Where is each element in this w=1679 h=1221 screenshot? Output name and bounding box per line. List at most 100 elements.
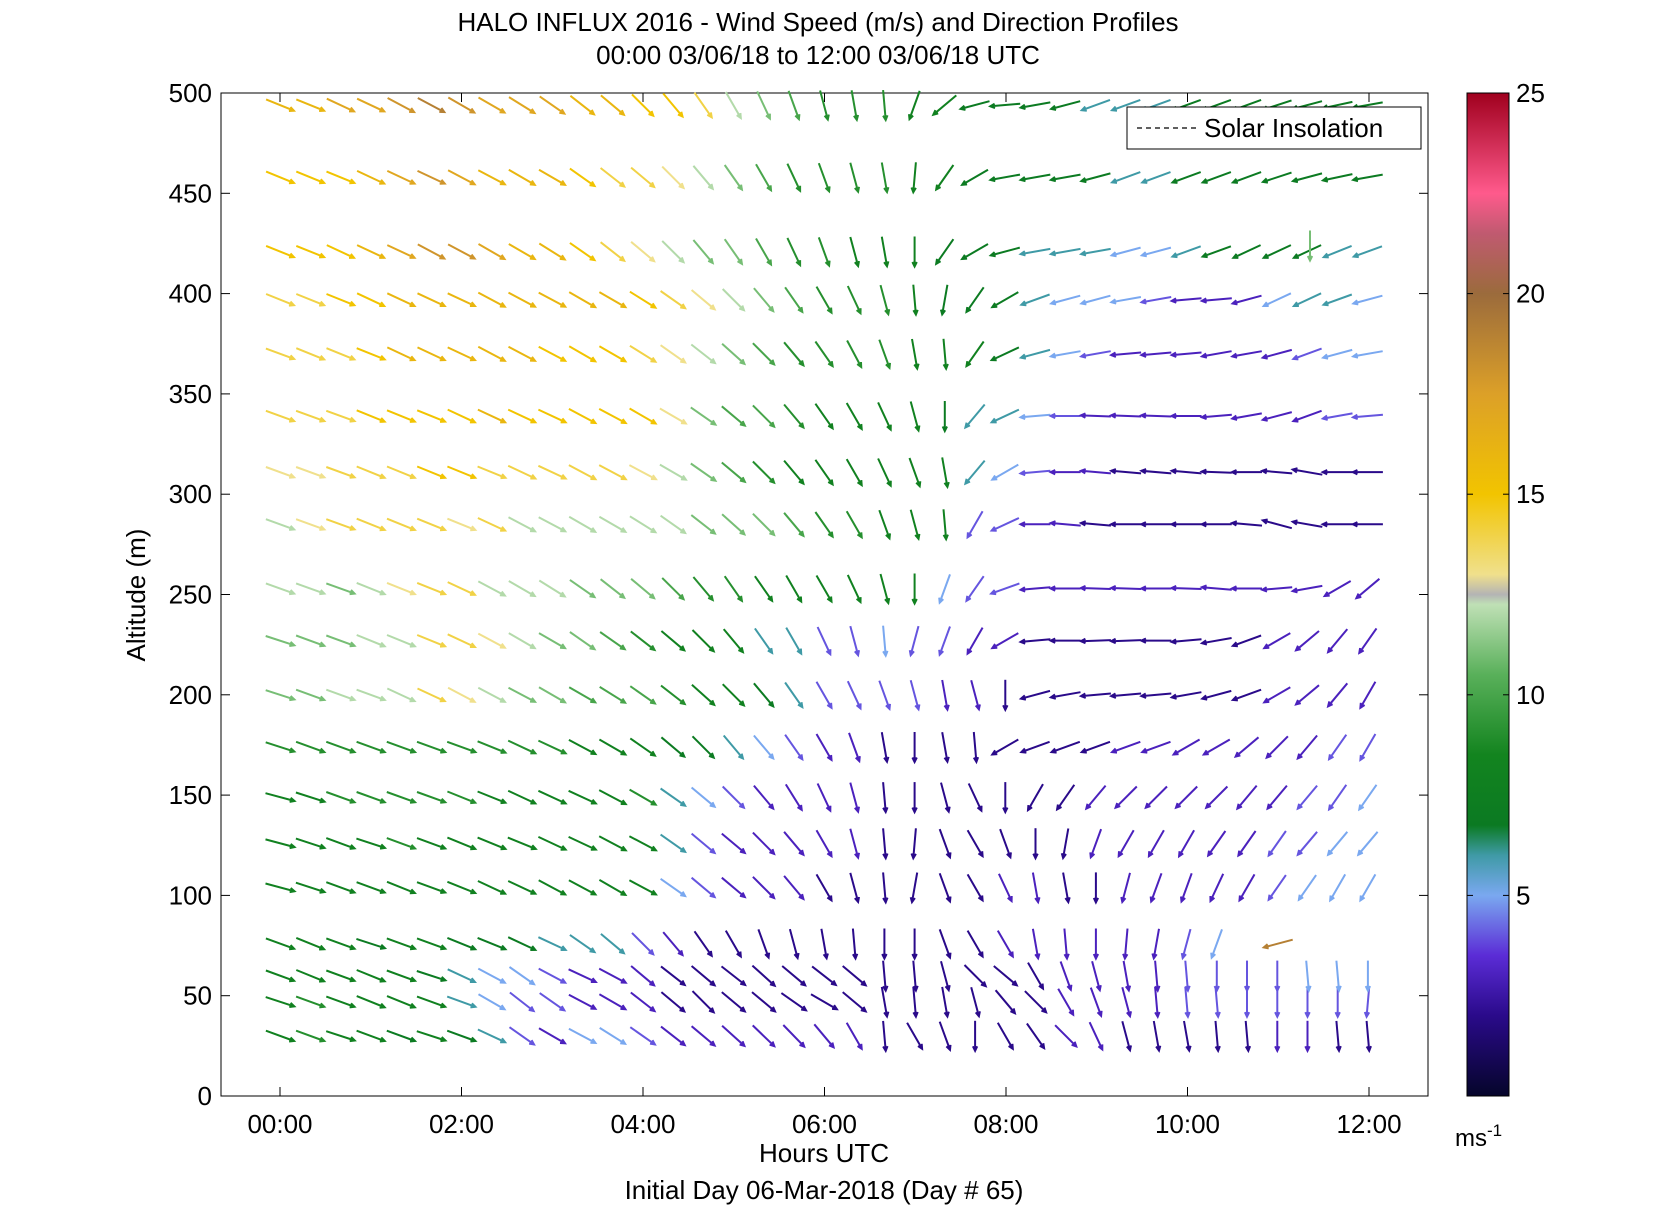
wind-arrow bbox=[265, 689, 297, 702]
wind-arrow bbox=[416, 837, 448, 850]
wind-arrow bbox=[939, 284, 949, 317]
wind-arrow bbox=[1243, 960, 1251, 993]
wind-arrow bbox=[1199, 468, 1232, 475]
wind-arrow bbox=[569, 631, 597, 651]
wind-arrow bbox=[784, 286, 804, 314]
wind-arrow bbox=[1326, 628, 1349, 654]
wind-arrow bbox=[849, 162, 860, 194]
wind-arrow bbox=[721, 991, 747, 1013]
wind-arrow bbox=[1048, 412, 1081, 420]
wind-arrow bbox=[910, 162, 917, 195]
wind-arrow bbox=[508, 168, 537, 186]
wind-arrow bbox=[386, 292, 417, 307]
wind-arrow bbox=[1002, 679, 1009, 713]
wind-arrow bbox=[882, 782, 889, 815]
wind-arrow bbox=[598, 993, 628, 1011]
wind-arrow bbox=[1351, 294, 1383, 306]
wind-arrow bbox=[538, 686, 568, 704]
wind-arrow bbox=[447, 96, 477, 114]
wind-arrow bbox=[1121, 986, 1132, 1019]
wind-arrow bbox=[538, 1027, 567, 1045]
wind-arrow bbox=[880, 162, 890, 195]
wind-arrow bbox=[386, 791, 418, 804]
colorbar-ticks: 5 10 15 20 25 bbox=[1467, 78, 1545, 910]
wind-arrow bbox=[810, 993, 839, 1011]
colorbar-tick-label: 5 bbox=[1516, 880, 1530, 910]
wind-arrow bbox=[1296, 831, 1318, 857]
wind-arrow bbox=[1320, 173, 1353, 183]
wind-arrow bbox=[295, 409, 327, 423]
wind-arrow bbox=[1297, 874, 1317, 902]
wind-arrow bbox=[784, 783, 803, 812]
wind-arrow bbox=[1184, 986, 1191, 1019]
wind-arrow bbox=[754, 575, 774, 603]
wind-arrow bbox=[295, 582, 327, 596]
legend: Solar Insolation bbox=[1126, 106, 1422, 150]
wind-arrow bbox=[938, 626, 951, 657]
wind-arrow bbox=[752, 512, 776, 537]
wind-arrow bbox=[1291, 292, 1322, 307]
x-axis-label: Hours UTC bbox=[759, 1138, 889, 1168]
wind-arrow bbox=[1199, 584, 1232, 591]
wind-arrow bbox=[845, 458, 863, 488]
wind-arrow bbox=[816, 783, 832, 813]
wind-arrow bbox=[753, 784, 775, 811]
wind-arrow bbox=[568, 993, 598, 1010]
wind-arrow bbox=[965, 286, 985, 314]
wind-arrow bbox=[1201, 738, 1231, 756]
wind-arrow bbox=[960, 168, 989, 186]
wind-arrow bbox=[846, 285, 862, 316]
y-axis-label: Altitude (m) bbox=[121, 529, 151, 662]
wind-arrow bbox=[1350, 350, 1383, 359]
wind-arrow bbox=[753, 287, 775, 313]
wind-arrow bbox=[568, 968, 598, 983]
wind-arrow bbox=[1108, 637, 1142, 645]
wind-arrow bbox=[1032, 828, 1039, 861]
wind-arrow bbox=[906, 1022, 924, 1051]
wind-arrow bbox=[1305, 960, 1312, 993]
wind-arrow bbox=[966, 829, 984, 859]
wind-arrow bbox=[757, 929, 771, 960]
wind-arrow bbox=[788, 928, 800, 961]
wind-arrow bbox=[1091, 960, 1102, 993]
wind-arrow bbox=[690, 786, 717, 809]
wind-arrow bbox=[1204, 785, 1229, 810]
wind-arrow bbox=[629, 407, 658, 425]
wind-arrow bbox=[690, 289, 717, 311]
wind-arrow bbox=[569, 579, 597, 599]
wind-arrow bbox=[721, 683, 746, 708]
wind-arrow bbox=[723, 238, 744, 266]
wind-arrow bbox=[265, 792, 297, 803]
wind-arrow bbox=[1200, 245, 1232, 259]
wind-arrow bbox=[990, 632, 1019, 650]
wind-arrow bbox=[661, 577, 686, 601]
wind-arrow bbox=[1048, 173, 1081, 183]
wind-arrow bbox=[659, 407, 688, 425]
wind-arrow bbox=[941, 401, 948, 434]
wind-arrow bbox=[477, 790, 508, 805]
wind-arrow bbox=[538, 632, 567, 650]
wind-arrow bbox=[1054, 1024, 1078, 1049]
wind-arrow bbox=[386, 837, 418, 850]
wind-arrow bbox=[786, 163, 802, 193]
wind-arrow bbox=[816, 626, 832, 657]
wind-arrow bbox=[295, 688, 327, 702]
wind-arrow bbox=[538, 345, 568, 362]
wind-arrow bbox=[662, 931, 684, 957]
wind-arrow bbox=[942, 338, 949, 372]
wind-arrow bbox=[1183, 1020, 1192, 1053]
wind-arrow bbox=[265, 409, 297, 423]
wind-arrow bbox=[1274, 1020, 1281, 1054]
wind-arrow bbox=[1078, 692, 1111, 699]
wind-arrow bbox=[1260, 171, 1292, 184]
wind-arrow bbox=[1320, 412, 1353, 421]
wind-arrow bbox=[963, 964, 988, 988]
wind-arrow bbox=[850, 90, 860, 123]
wind-arrow bbox=[967, 783, 983, 813]
wind-arrow bbox=[842, 965, 868, 987]
wind-arrow bbox=[722, 628, 745, 654]
wind-arrow bbox=[1139, 412, 1172, 419]
wind-arrow bbox=[568, 464, 598, 481]
wind-arrow bbox=[996, 1022, 1014, 1051]
wind-arrow bbox=[356, 634, 387, 648]
